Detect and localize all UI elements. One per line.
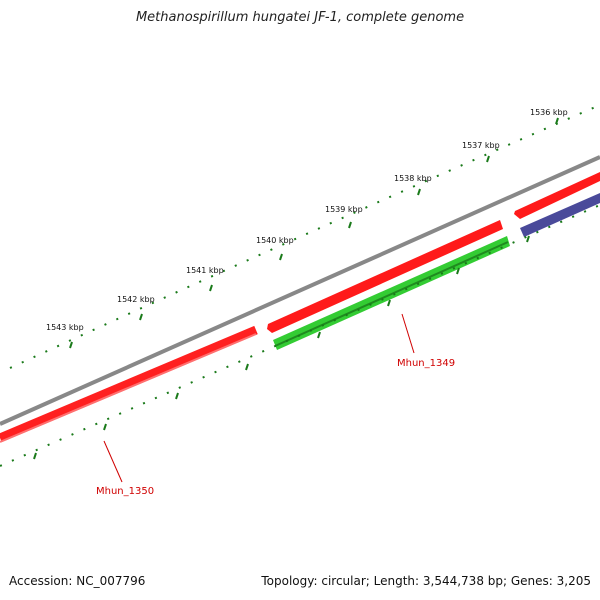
accession-label: Accession: NC_007796 <box>9 574 146 588</box>
tick-label-1536: 1536 kbp <box>530 108 568 117</box>
genome-summary: Topology: circular; Length: 3,544,738 bp… <box>261 574 591 588</box>
label-leader-mhun-1350 <box>103 440 123 483</box>
gene-label-mhun-1350[interactable]: Mhun_1350 <box>96 486 154 497</box>
lower-tick-ring <box>0 204 600 467</box>
gene-label-mhun-1349[interactable]: Mhun_1349 <box>397 358 455 369</box>
gene-forward-middle[interactable] <box>267 220 503 333</box>
upper-major-ticks <box>69 117 559 349</box>
gene-reverse-right[interactable] <box>520 193 600 237</box>
tick-label-1539: 1539 kbp <box>325 205 363 214</box>
genome-backbone <box>0 155 600 426</box>
tick-label-1538: 1538 kbp <box>394 174 432 183</box>
tick-label-1540: 1540 kbp <box>256 236 294 245</box>
gene-mhun-1349-shade <box>274 241 509 347</box>
genome-title: Methanospirillum hungatei JF-1, complete… <box>135 10 465 25</box>
tick-label-1543: 1543 kbp <box>46 323 84 332</box>
gene-forward-right[interactable] <box>514 172 600 219</box>
lower-major-ticks <box>33 235 530 460</box>
tick-label-1541: 1541 kbp <box>186 266 224 275</box>
tick-label-1542: 1542 kbp <box>117 295 155 304</box>
gene-mhun-1350[interactable] <box>0 325 258 443</box>
gene-mhun-1350-highlight <box>0 333 257 443</box>
label-leader-mhun-1349 <box>401 313 415 354</box>
tick-label-1537: 1537 kbp <box>462 141 500 150</box>
